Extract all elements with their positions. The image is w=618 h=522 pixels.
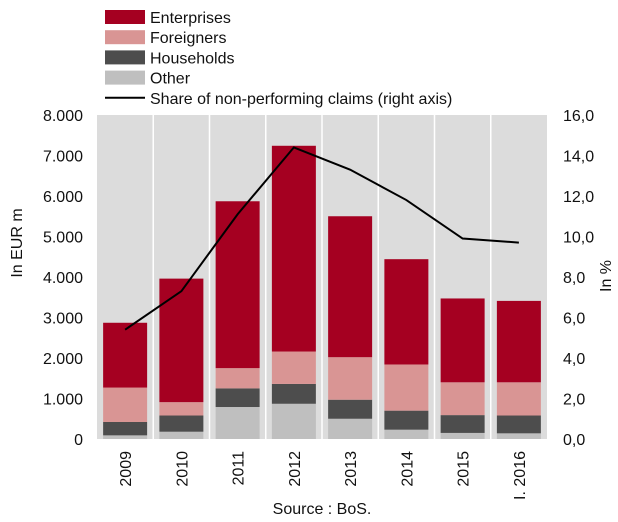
x-tick-label: 2013 [343,451,360,487]
bar-households-2013 [328,399,373,419]
gridlines [152,115,492,439]
legend-label-enterprises: Enterprises [150,10,231,27]
x-tick-label: 2015 [456,451,473,487]
bar-households-2010 [159,415,204,432]
bar-foreigners-2013 [328,357,373,400]
y-tick-label: 7.000 [43,149,83,166]
bar-enterprises-2009 [103,322,148,388]
y2-tick-label: 4,0 [563,351,585,368]
left-axis-ticks: 0 1.000 2.000 3.000 4.000 5.000 6.000 7.000 8.00… [43,108,83,449]
bar-other-i-2016 [496,433,541,439]
bar-foreigners-2015 [440,382,485,416]
bar-foreigners-2010 [159,402,204,416]
legend: Enterprises Foreigners Households Other Shar… [105,10,452,108]
bar-households-2014 [384,410,429,430]
legend-label-households: Households [150,50,235,67]
y-tick-label: 6.000 [43,189,83,206]
x-tick-label: I. 2016 [512,451,529,500]
y-tick-label: 4.000 [43,270,83,287]
legend-swatch-enterprises [105,10,145,24]
bar-enterprises-2013 [328,216,373,358]
bar-enterprises-2010 [159,278,204,403]
x-tick-label: 2011 [231,451,248,486]
bar-households-i-2016 [496,415,541,434]
bar-other-2013 [328,418,373,439]
share-line-path [124,146,519,331]
y-tick-label: 1.000 [43,392,83,409]
y2-tick-label: 2,0 [563,392,585,409]
bar-foreigners-2009 [103,387,148,422]
bar-other-2011 [215,407,260,439]
legend-swatch-foreigners [105,30,145,45]
bar-foreigners-i-2016 [496,382,541,416]
y2-axis-label: In % [598,260,615,292]
y-tick-label: 2.000 [43,351,83,368]
x-tick-label: 2012 [287,451,304,487]
y-axis-label: In EUR m [9,208,26,277]
share-line [124,146,519,331]
legend-swatch-other [105,70,145,85]
bar-households-2011 [215,388,260,408]
bar-enterprises-2015 [440,298,485,383]
source-note: Source : BoS. [273,501,372,518]
bar-other-2014 [384,429,429,439]
bars [103,145,541,439]
bar-enterprises-2014 [384,259,429,365]
bar-foreigners-2012 [271,351,316,384]
x-tick-label: 2009 [118,451,135,487]
x-tick-label: 2010 [174,451,191,487]
y-tick-label: 3.000 [43,311,83,328]
y2-tick-label: 0,0 [563,432,585,449]
y2-tick-label: 10,0 [563,230,594,247]
bar-other-2012 [271,403,316,439]
y-tick-label: 8.000 [43,108,83,125]
y2-tick-label: 12,0 [563,189,594,206]
x-axis-ticks: 2009 2010 2011 2012 2013 2014 2015 I. 2016 [118,451,529,500]
bar-other-2015 [440,432,485,439]
bar-other-2010 [159,431,204,439]
bar-other-2009 [103,435,148,439]
y2-tick-label: 16,0 [563,108,594,125]
bar-enterprises-i-2016 [496,300,541,383]
y2-tick-label: 6,0 [563,311,585,328]
y2-tick-label: 14,0 [563,149,594,166]
right-axis-ticks: 0,0 2,0 4,0 6,0 8,0 10,0 12,0 14,0 16,0 [563,108,594,449]
bar-foreigners-2014 [384,364,429,411]
bar-households-2015 [440,415,485,433]
legend-label-foreigners: Foreigners [150,30,226,47]
bar-enterprises-2012 [271,145,316,352]
legend-label-share-of-non-performing-claims-right-axis: Share of non-performing claims (right ax… [150,91,452,108]
bar-foreigners-2011 [215,368,260,389]
y-tick-label: 0 [74,432,83,449]
y2-tick-label: 8,0 [563,270,585,287]
legend-label-other: Other [150,71,191,88]
bar-households-2009 [103,421,148,436]
bar-enterprises-2011 [215,201,260,369]
y-tick-label: 5.000 [43,230,83,247]
x-tick-label: 2014 [399,451,416,487]
bar-households-2012 [271,383,316,404]
legend-swatch-households [105,50,145,65]
